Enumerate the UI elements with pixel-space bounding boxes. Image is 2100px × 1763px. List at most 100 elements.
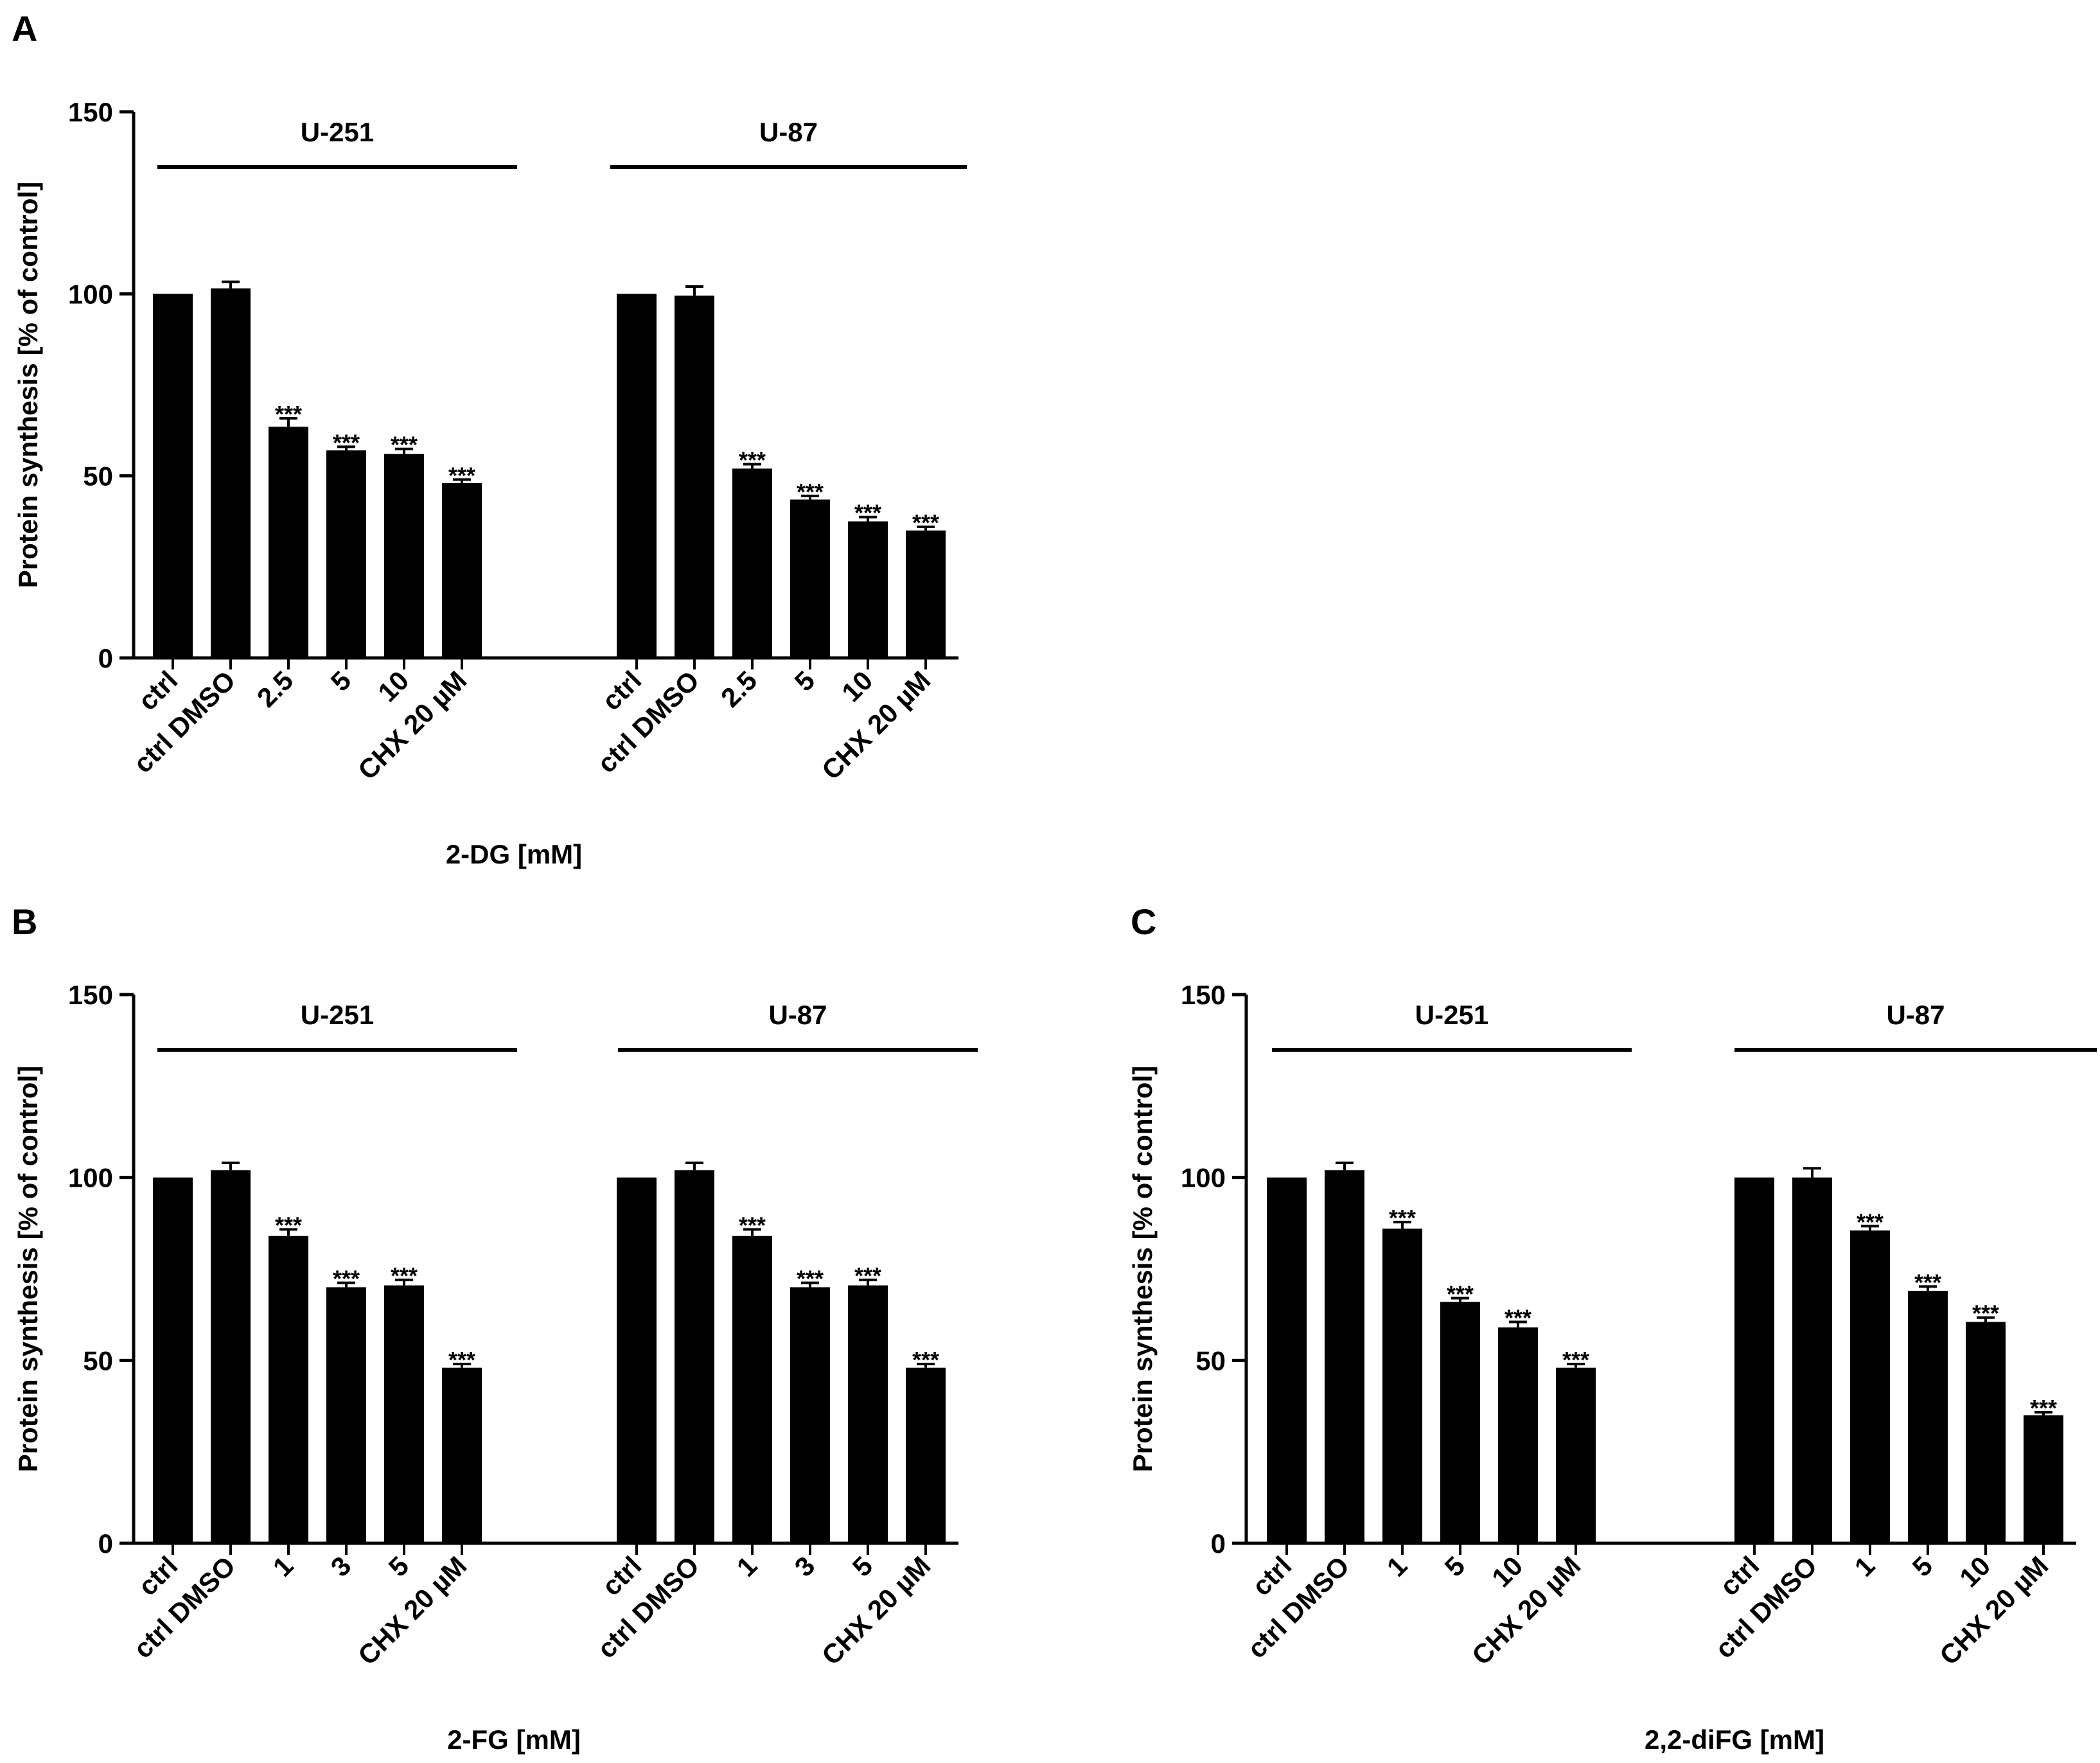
significance-label: ***: [739, 1212, 766, 1239]
bar: [906, 1367, 946, 1543]
y-tick-label: 50: [1196, 1345, 1226, 1376]
x-tick-label: CHX 20 µM: [352, 665, 472, 785]
y-tick-label: 100: [68, 1163, 113, 1193]
y-tick-label: 50: [83, 461, 113, 492]
x-tick-label: 1: [1849, 1550, 1881, 1582]
bar: [1440, 1302, 1480, 1543]
x-tick-label: 1: [731, 1550, 763, 1582]
y-tick-label: 50: [83, 1345, 113, 1376]
group-label: U-251: [1415, 1000, 1488, 1030]
bar: [1498, 1327, 1538, 1543]
bar: [1325, 1170, 1364, 1543]
bar: [617, 1177, 657, 1543]
significance-label: ***: [1562, 1347, 1589, 1373]
significance-label: ***: [333, 1266, 360, 1292]
panel-c: C 0 50 100 150 Protein synthesis [% of contro…: [1127, 901, 2097, 1755]
significance-label: ***: [1972, 1300, 1999, 1327]
bar: [1267, 1177, 1307, 1543]
significance-label: ***: [854, 1262, 881, 1289]
panel-a: A 0 50 100 150 Protein synthesis [% of contro…: [12, 8, 967, 869]
group-label: U-251: [301, 117, 374, 147]
x-tick-label: 2.5: [251, 665, 299, 713]
significance-label: ***: [1504, 1305, 1531, 1331]
bar: [906, 530, 946, 658]
bar: [675, 1170, 714, 1543]
significance-label: ***: [854, 500, 881, 526]
significance-label: ***: [739, 447, 766, 474]
significance-label: ***: [2030, 1395, 2057, 1421]
bar: [848, 521, 888, 658]
significance-label: ***: [275, 1212, 302, 1239]
significance-label: ***: [1857, 1209, 1884, 1235]
panel-letter: B: [12, 901, 37, 942]
significance-label: ***: [797, 479, 824, 505]
panel-b: B 0 50 100 150 Protein synthesis [% of contro…: [12, 901, 978, 1755]
y-tick-label: 150: [68, 97, 113, 127]
x-axis-title: 2-DG [mM]: [446, 839, 582, 869]
y-axis-title: Protein synthesis [% of control]: [13, 1066, 43, 1472]
significance-label: ***: [1914, 1269, 1941, 1295]
bar: [2024, 1415, 2063, 1543]
x-tick-label: 3: [325, 1550, 357, 1582]
bar: [675, 296, 714, 659]
y-axis-title: Protein synthesis [% of control]: [1127, 1066, 1158, 1472]
x-tick-label: 2.5: [715, 665, 763, 713]
bar: [617, 294, 657, 658]
x-tick-label: 10: [1954, 1550, 1996, 1593]
bar: [384, 454, 424, 658]
y-tick-label: 150: [68, 980, 113, 1010]
x-tick-label: 5: [789, 665, 821, 697]
significance-label: ***: [333, 429, 360, 456]
bar: [326, 1287, 366, 1543]
bar: [326, 450, 366, 658]
y-tick-label: 100: [1181, 1163, 1226, 1193]
bar: [1734, 1177, 1774, 1543]
bar: [790, 499, 830, 658]
bar: [153, 1177, 193, 1543]
significance-label: ***: [912, 509, 939, 536]
x-axis-title: 2-FG [mM]: [447, 1724, 581, 1755]
bar: [442, 1367, 482, 1543]
bar: [1556, 1367, 1596, 1543]
significance-label: ***: [1447, 1281, 1474, 1307]
x-tick-label: 1: [1381, 1550, 1413, 1582]
bar: [1792, 1177, 1832, 1543]
x-tick-label: 10: [372, 665, 414, 707]
x-tick-label: 10: [1486, 1550, 1528, 1593]
bar: [732, 468, 772, 658]
bar: [384, 1285, 424, 1543]
significance-label: ***: [275, 401, 302, 427]
bar: [269, 1236, 308, 1543]
significance-label: ***: [797, 1266, 824, 1292]
significance-label: ***: [912, 1347, 939, 1373]
bar: [211, 288, 251, 658]
group-label: U-251: [301, 1000, 374, 1030]
x-tick-label: 5: [325, 665, 357, 697]
bar: [1850, 1230, 1890, 1543]
y-tick-label: 0: [98, 643, 113, 673]
significance-label: ***: [391, 432, 418, 458]
x-tick-label: CHX 20 µM: [1466, 1550, 1586, 1670]
bar: [1908, 1291, 1948, 1543]
bar: [211, 1170, 251, 1543]
bar: [442, 483, 482, 658]
y-tick-label: 0: [1211, 1528, 1226, 1559]
x-tick-label: 1: [267, 1550, 299, 1582]
bar: [1966, 1322, 2006, 1543]
x-tick-label: CHX 20 µM: [816, 1550, 936, 1670]
significance-label: ***: [391, 1262, 418, 1289]
x-tick-label: CHX 20 µM: [352, 1550, 472, 1670]
significance-label: ***: [448, 1347, 475, 1373]
x-tick-label: CHX 20 µM: [1934, 1550, 2054, 1670]
x-tick-label: 3: [789, 1550, 821, 1582]
significance-label: ***: [1389, 1205, 1416, 1231]
significance-label: ***: [448, 462, 475, 488]
bar: [732, 1236, 772, 1543]
group-label: U-87: [1886, 1000, 1945, 1030]
